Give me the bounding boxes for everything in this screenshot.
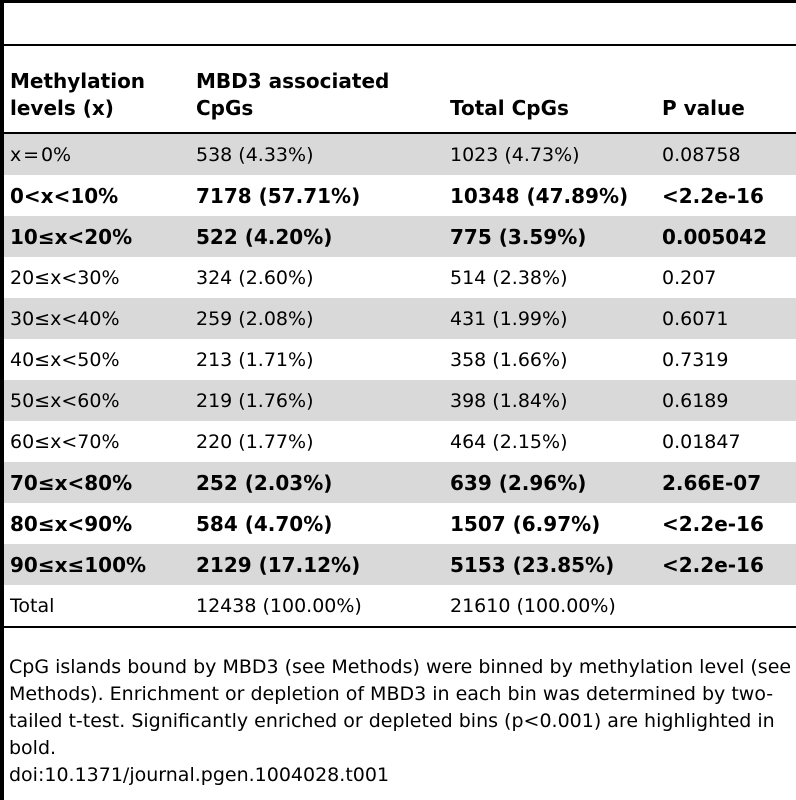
cell-methylation-level: x = 0%	[4, 133, 190, 175]
cell-total-cpgs: 358 (1.66%)	[450, 348, 568, 371]
cell-methylation-level: 70≤x<80%	[4, 462, 190, 503]
left-border-rule	[0, 0, 4, 800]
cell-methylation-level: 10≤x<20%	[4, 216, 190, 257]
cell-p-value: 0.005042	[656, 216, 796, 257]
table-row: 30≤x<40% 259 (2.08%) 431 (1.99%) 0.6071	[4, 298, 796, 339]
cell-mbd3-cpgs: 522 (4.20%)	[190, 216, 444, 257]
cell-mbd3-cpgs: 252 (2.03%)	[190, 462, 444, 503]
header-total-cpgs: Total CpGs	[444, 56, 656, 134]
cell-methylation-level: 0<x<10%	[10, 183, 119, 208]
table-header-row: Methylation levels (x) MBD3 associated C…	[4, 56, 796, 134]
cell-mbd3-cpgs: 584 (4.70%)	[196, 511, 333, 536]
cell-total-cpgs: 21610 (100.00%)	[444, 585, 656, 628]
cell-total-cpgs: 775 (3.59%)	[444, 216, 656, 257]
table-footnote: CpG islands bound by MBD3 (see Methods) …	[9, 656, 792, 759]
cell-mbd3-cpgs: 538 (4.33%)	[190, 133, 444, 175]
cell-p-value: 0.01847	[662, 430, 741, 453]
cell-total-cpgs: 514 (2.38%)	[450, 266, 568, 289]
cell-p-value: 0.08758	[656, 133, 796, 175]
cell-p-value: 2.66E-07	[656, 462, 796, 503]
cell-total-cpgs: 431 (1.99%)	[444, 298, 656, 339]
cell-methylation-level: 60≤x<70%	[10, 430, 120, 453]
cell-p-value: <2.2e-16	[662, 511, 764, 536]
cell-methylation-level: 50≤x<60%	[4, 380, 190, 421]
header-methylation-levels: Methylation levels (x)	[4, 56, 190, 134]
cell-total-cpgs: 464 (2.15%)	[450, 430, 568, 453]
cell-methylation-level: 40≤x<50%	[10, 348, 120, 371]
table-row: 40≤x<50% 213 (1.71%) 358 (1.66%) 0.7319	[4, 339, 796, 380]
cell-p-value: 0.7319	[662, 348, 729, 371]
cell-mbd3-cpgs: 213 (1.71%)	[196, 348, 314, 371]
header-mbd3-associated-cpgs: MBD3 associated CpGs	[190, 56, 444, 134]
cell-p-value: 0.6071	[656, 298, 796, 339]
table-row: 80≤x<90% 584 (4.70%) 1507 (6.97%) <2.2e-16	[4, 503, 796, 544]
table-row: 90≤x≤100% 2129 (17.12%) 5153 (23.85%) <2.2e…	[4, 544, 796, 585]
table-row: 10≤x<20% 522 (4.20%) 775 (3.59%) 0.005042	[4, 216, 796, 257]
cell-p-value: 0.6189	[656, 380, 796, 421]
cell-methylation-level: Total	[4, 585, 190, 628]
cell-mbd3-cpgs: 219 (1.76%)	[190, 380, 444, 421]
cell-methylation-level: 80≤x<90%	[10, 511, 133, 536]
table-row: 50≤x<60% 219 (1.76%) 398 (1.84%) 0.6189	[4, 380, 796, 421]
table-row: 60≤x<70% 220 (1.77%) 464 (2.15%) 0.01847	[4, 421, 796, 462]
cell-p-value: <2.2e-16	[662, 183, 764, 208]
table-row: 0<x<10% 7178 (57.71%) 10348 (47.89%) <2.2e-…	[4, 175, 796, 216]
table-top-rule	[4, 44, 796, 46]
cell-total-cpgs: 5153 (23.85%)	[444, 544, 656, 585]
doi-text: doi:10.1371/journal.pgen.1004028.t001	[9, 764, 390, 786]
cell-p-value: <2.2e-16	[656, 544, 796, 585]
methylation-table: Methylation levels (x) MBD3 associated C…	[4, 56, 796, 628]
table-row: 20≤x<30% 324 (2.60%) 514 (2.38%) 0.207	[4, 257, 796, 298]
cell-total-cpgs: 1507 (6.97%)	[450, 511, 601, 536]
cell-total-cpgs: 639 (2.96%)	[444, 462, 656, 503]
header-p-value: P value	[656, 56, 796, 134]
cell-methylation-level: 20≤x<30%	[10, 266, 120, 289]
cell-mbd3-cpgs: 220 (1.77%)	[196, 430, 314, 453]
cell-mbd3-cpgs: 324 (2.60%)	[196, 266, 314, 289]
cell-total-cpgs: 10348 (47.89%)	[450, 183, 629, 208]
cell-mbd3-cpgs: 12438 (100.00%)	[190, 585, 444, 628]
cell-p-value	[656, 585, 796, 628]
table-total-row: Total 12438 (100.00%) 21610 (100.00%)	[4, 585, 796, 628]
top-border-rule	[0, 0, 796, 3]
cell-total-cpgs: 398 (1.84%)	[444, 380, 656, 421]
cell-total-cpgs: 1023 (4.73%)	[444, 133, 656, 175]
cell-mbd3-cpgs: 2129 (17.12%)	[190, 544, 444, 585]
cell-p-value: 0.207	[662, 266, 717, 289]
table-body: x = 0% 538 (4.33%) 1023 (4.73%) 0.08758 0<x<…	[4, 133, 796, 628]
table-row: x = 0% 538 (4.33%) 1023 (4.73%) 0.08758	[4, 133, 796, 175]
table-row: 70≤x<80% 252 (2.03%) 639 (2.96%) 2.66E-07	[4, 462, 796, 503]
cell-methylation-level: 30≤x<40%	[4, 298, 190, 339]
cell-mbd3-cpgs: 259 (2.08%)	[190, 298, 444, 339]
cell-mbd3-cpgs: 7178 (57.71%)	[196, 183, 361, 208]
cell-methylation-level: 90≤x≤100%	[4, 544, 190, 585]
